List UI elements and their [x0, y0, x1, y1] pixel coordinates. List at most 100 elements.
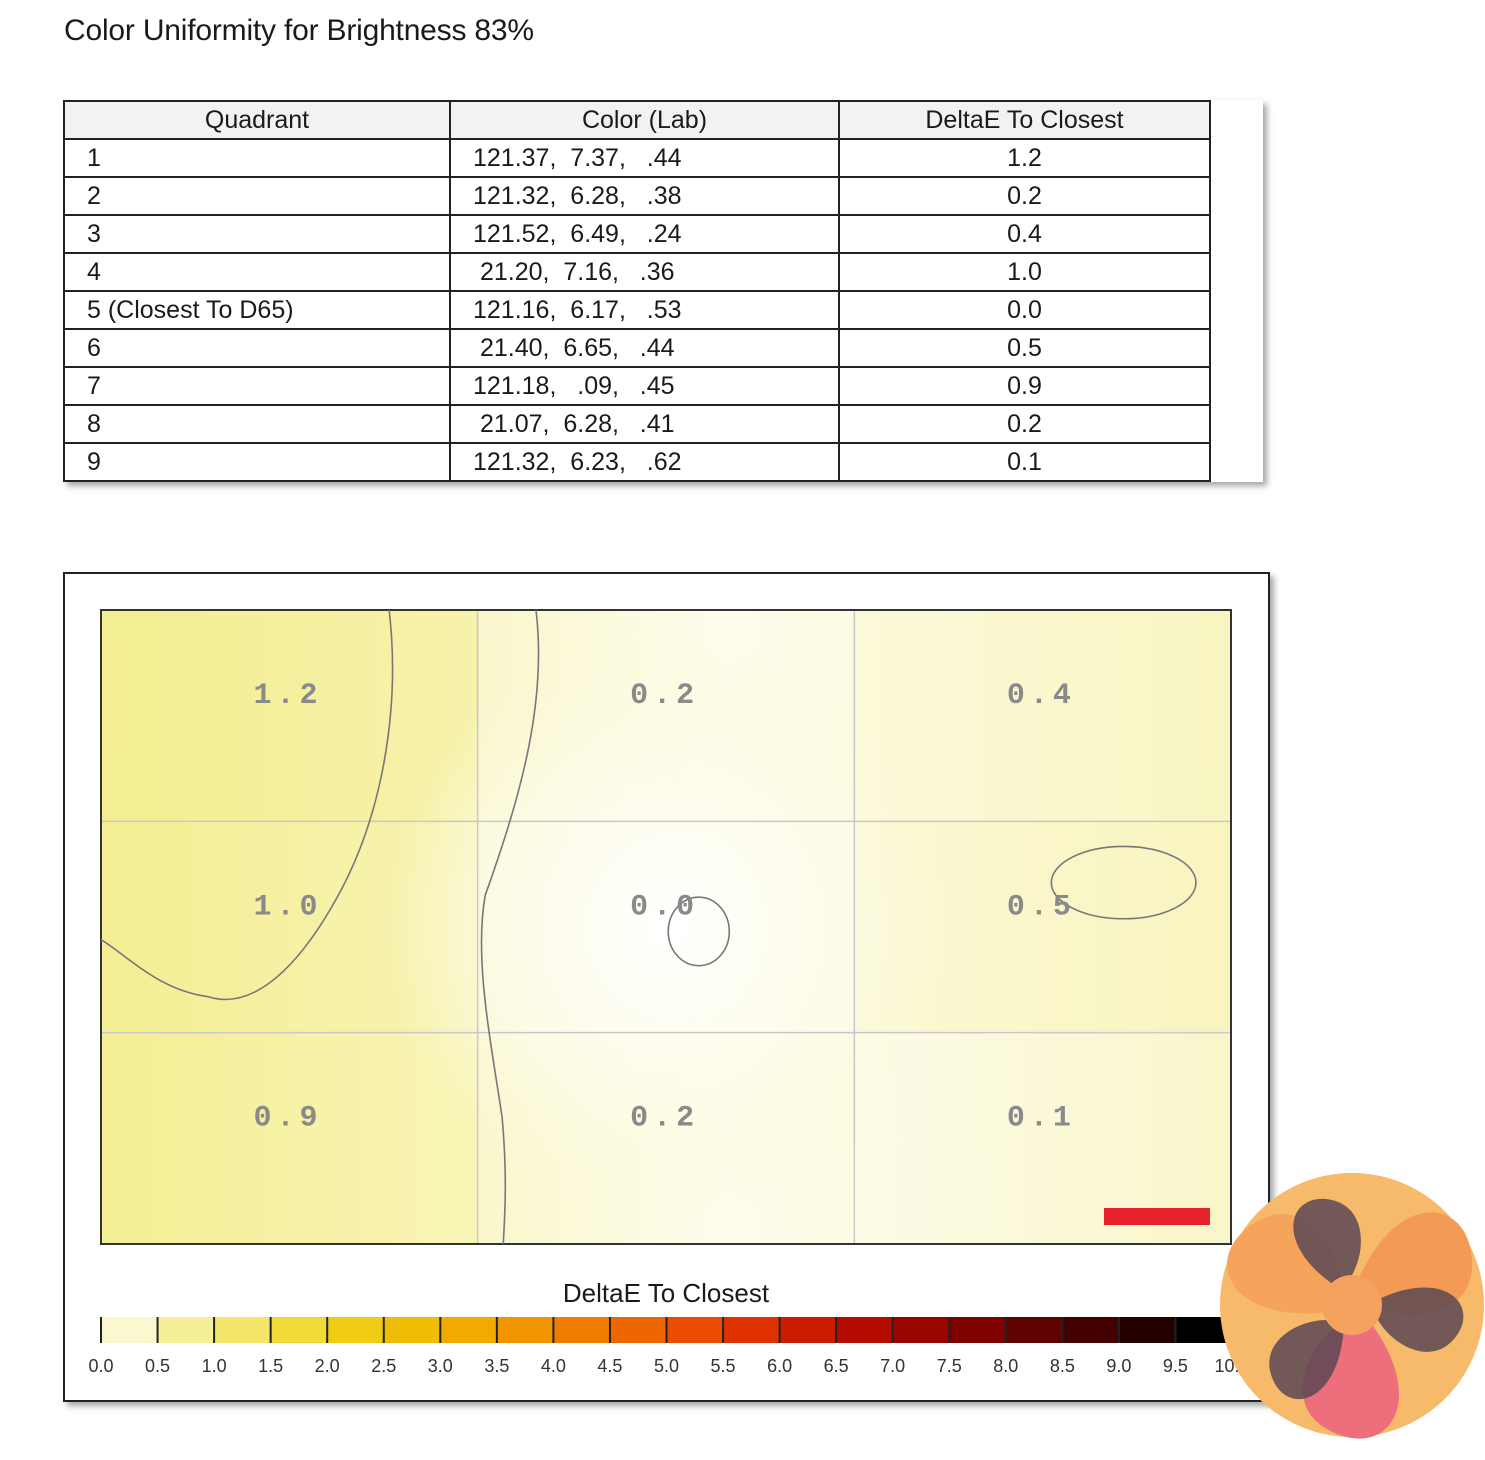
logo-petal-shadow — [1362, 1287, 1464, 1352]
heatmap-cell — [854, 610, 1231, 822]
logo-icon — [1220, 1173, 1484, 1439]
heatmap-cell-labels: 1.2 0.2 0.4 1.0 0.0 0.5 0.9 0.2 0.1 — [253, 679, 1076, 1136]
color-scale-tick-label: 5.5 — [711, 1356, 736, 1376]
table-row: 9 121.32, 6.23, .62 0.1 — [63, 442, 1211, 482]
deltae-cell: 0.2 — [838, 404, 1211, 444]
uniformity-table-container: Quadrant Color (Lab) DeltaE To Closest 1… — [63, 100, 1263, 482]
table-row: 2 121.32, 6.28, .38 0.2 — [63, 176, 1211, 216]
contour-line-right — [1050, 845, 1197, 920]
lab-cell: 21.20, 7.16, .36 — [449, 252, 840, 292]
table-row: 5 (Closest To D65) 121.16, 6.17, .53 0.0 — [63, 290, 1211, 330]
quadrant-cell: 9 — [63, 442, 451, 482]
table-row: 8 21.07, 6.28, .41 0.2 — [63, 404, 1211, 444]
color-scale-tick-label: 2.5 — [371, 1356, 396, 1376]
quadrant-cell: 2 — [63, 176, 451, 216]
color-scale-segment — [327, 1317, 385, 1343]
color-scale-segment — [270, 1317, 328, 1343]
color-scale-segment — [1118, 1317, 1176, 1343]
heatmap-cell-label: 1.0 — [253, 890, 322, 924]
color-scale-tick-label: 6.5 — [824, 1356, 849, 1376]
deltae-cell: 0.9 — [838, 366, 1211, 406]
quadrant-cell: 7 — [63, 366, 451, 406]
lab-cell: 121.37, 7.37, .44 — [449, 138, 840, 178]
heatmap-cell-label: 1.2 — [253, 679, 322, 713]
quadrant-cell: 5 (Closest To D65) — [63, 290, 451, 330]
color-scale-segment — [1062, 1317, 1120, 1343]
heatmap-cell-label: 0.0 — [630, 890, 699, 924]
quadrant-cell: 8 — [63, 404, 451, 444]
color-scale-tick-label: 0.0 — [88, 1356, 113, 1376]
legend-title: DeltaE To Closest — [563, 1278, 770, 1308]
color-scale: DeltaE To Closest 0.0 0.5 1.0 1.5 2.0 2.5 3.0 3.… — [88, 1278, 1249, 1376]
logo-petal — [1352, 1212, 1472, 1315]
color-scale-segment — [949, 1317, 1007, 1343]
heatmap-cell — [101, 1032, 478, 1244]
deltae-cell: 0.2 — [838, 176, 1211, 216]
color-scale-segment — [666, 1317, 724, 1343]
lab-cell: 21.40, 6.65, .44 — [449, 328, 840, 368]
color-scale-tick-label: 5.0 — [654, 1356, 679, 1376]
table-header-row: Quadrant Color (Lab) DeltaE To Closest — [63, 100, 1211, 140]
table-row: 4 21.20, 7.16, .36 1.0 — [63, 252, 1211, 292]
deltae-cell: 0.5 — [838, 328, 1211, 368]
color-scale-segment — [214, 1317, 272, 1343]
logo-core — [1322, 1275, 1382, 1335]
color-scale-tick-label: 1.5 — [258, 1356, 283, 1376]
table-row: 1 121.37, 7.37, .44 1.2 — [63, 138, 1211, 178]
lab-cell: 121.18, .09, .45 — [449, 366, 840, 406]
color-scale-tick-label: 9.0 — [1106, 1356, 1131, 1376]
color-scale-segment — [779, 1317, 837, 1343]
table-row: 3 121.52, 6.49, .24 0.4 — [63, 214, 1211, 254]
color-scale-tick-label: 7.0 — [880, 1356, 905, 1376]
uniformity-table: Quadrant Color (Lab) DeltaE To Closest 1… — [63, 100, 1211, 482]
heatmap-fill — [101, 610, 1231, 1244]
lab-cell: 121.32, 6.28, .38 — [449, 176, 840, 216]
color-scale-segment — [553, 1317, 611, 1343]
heatmap-contours — [101, 610, 1197, 1244]
logo-petal-shadow — [1293, 1198, 1361, 1295]
lab-cell: 21.07, 6.28, .41 — [449, 404, 840, 444]
contour-line-middle — [480, 610, 540, 1244]
heatmap-cell-label: 0.1 — [1007, 1102, 1076, 1136]
quadrant-cell: 4 — [63, 252, 451, 292]
color-scale-segment — [383, 1317, 441, 1343]
color-scale-tick-label: 4.5 — [597, 1356, 622, 1376]
heatmap-cell-label: 0.5 — [1007, 890, 1076, 924]
color-scale-tick-label: 2.0 — [315, 1356, 340, 1376]
color-scale-tick-label: 3.5 — [484, 1356, 509, 1376]
color-scale-tick-label: 0.5 — [145, 1356, 170, 1376]
heatmap-grid — [100, 609, 1232, 1245]
color-scale-tick-label: 7.5 — [937, 1356, 962, 1376]
kitguru-logo — [1220, 1173, 1484, 1439]
page-title: Color Uniformity for Brightness 83% — [64, 14, 534, 47]
deltae-cell: 1.0 — [838, 252, 1211, 292]
header-quadrant: Quadrant — [63, 100, 451, 140]
color-scale-segment — [1005, 1317, 1063, 1343]
heatmap-cell — [101, 610, 478, 822]
color-scale-segment — [440, 1317, 498, 1343]
quadrant-cell: 1 — [63, 138, 451, 178]
color-scale-segment — [157, 1317, 215, 1343]
contour-line-center — [667, 896, 731, 967]
quadrant-cell: 6 — [63, 328, 451, 368]
color-scale-tick-label: 3.0 — [428, 1356, 453, 1376]
color-scale-segment — [101, 1317, 159, 1343]
table-row: 7 121.18, .09, .45 0.9 — [63, 366, 1211, 406]
color-scale-tick-label: 8.0 — [993, 1356, 1018, 1376]
logo-petal-shadow — [1269, 1313, 1345, 1400]
deltae-cell: 1.2 — [838, 138, 1211, 178]
contour-line-left — [101, 610, 394, 1001]
color-scale-segment — [496, 1317, 554, 1343]
deltae-cell: 0.1 — [838, 442, 1211, 482]
deltae-cell: 0.0 — [838, 290, 1211, 330]
quadrant-cell: 3 — [63, 214, 451, 254]
heatmap-cell-label: 0.4 — [1007, 679, 1076, 713]
deltae-cell: 0.4 — [838, 214, 1211, 254]
color-scale-tick-label: 6.0 — [767, 1356, 792, 1376]
color-scale-segment — [836, 1317, 894, 1343]
heatmap-cell-label: 0.2 — [630, 1102, 699, 1136]
heatmap-cell-label: 0.2 — [630, 679, 699, 713]
header-deltae: DeltaE To Closest — [838, 100, 1211, 140]
red-marker-bar — [1104, 1208, 1210, 1225]
